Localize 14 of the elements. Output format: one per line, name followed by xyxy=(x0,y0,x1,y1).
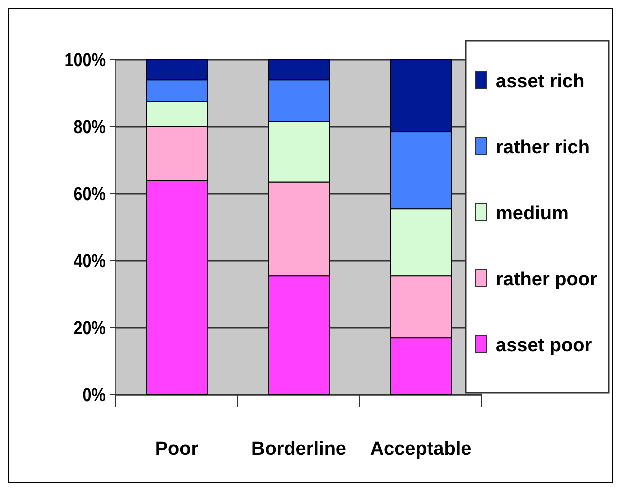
y-tick-label: 60% xyxy=(74,183,106,205)
x-tick-label: Borderline xyxy=(251,439,347,460)
legend-label: rather rich xyxy=(496,138,590,159)
legend-label: medium xyxy=(496,204,569,225)
x-tick-label: Poor xyxy=(155,439,200,460)
x-tick-label: Acceptable xyxy=(370,439,472,460)
y-tick-label: 100% xyxy=(64,49,106,71)
legend-label: asset rich xyxy=(496,72,585,93)
y-tick-label: 80% xyxy=(74,116,106,138)
legend-label: asset poor xyxy=(496,336,593,357)
legend-label: rather poor xyxy=(496,270,598,291)
y-tick-label: 20% xyxy=(74,317,106,339)
y-tick-label: 40% xyxy=(74,250,106,272)
y-tick-label: 0% xyxy=(82,384,106,406)
